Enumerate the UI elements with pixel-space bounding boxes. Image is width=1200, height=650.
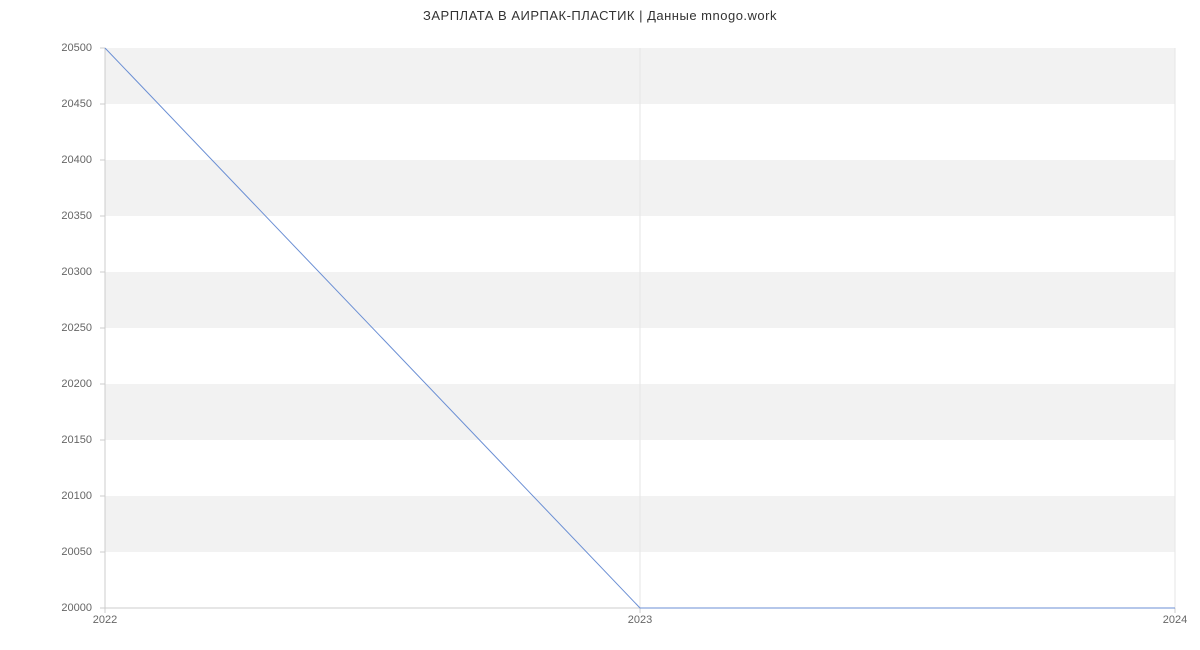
y-axis: 2000020050201002015020200202502030020350… (0, 48, 100, 608)
y-tick-label: 20350 (61, 210, 92, 222)
chart-title: ЗАРПЛАТА В АИРПАК-ПЛАСТИК | Данные mnogo… (0, 0, 1200, 23)
y-tick-label: 20200 (61, 378, 92, 390)
x-axis: 202220232024 (105, 610, 1175, 640)
x-tick-label: 2023 (628, 614, 652, 626)
salary-chart: ЗАРПЛАТА В АИРПАК-ПЛАСТИК | Данные mnogo… (0, 0, 1200, 650)
x-tick-label: 2022 (93, 614, 117, 626)
y-tick-label: 20000 (61, 602, 92, 614)
y-tick-label: 20150 (61, 434, 92, 446)
y-tick-label: 20050 (61, 546, 92, 558)
y-tick-label: 20400 (61, 154, 92, 166)
y-tick-marks (100, 48, 105, 608)
plot-svg (105, 48, 1175, 608)
y-tick-label: 20450 (61, 98, 92, 110)
y-tick-label: 20250 (61, 322, 92, 334)
y-tick-label: 20100 (61, 490, 92, 502)
y-tick-label: 20300 (61, 266, 92, 278)
y-tick-label: 20500 (61, 42, 92, 54)
x-tick-label: 2024 (1163, 614, 1187, 626)
plot-area (105, 48, 1175, 608)
